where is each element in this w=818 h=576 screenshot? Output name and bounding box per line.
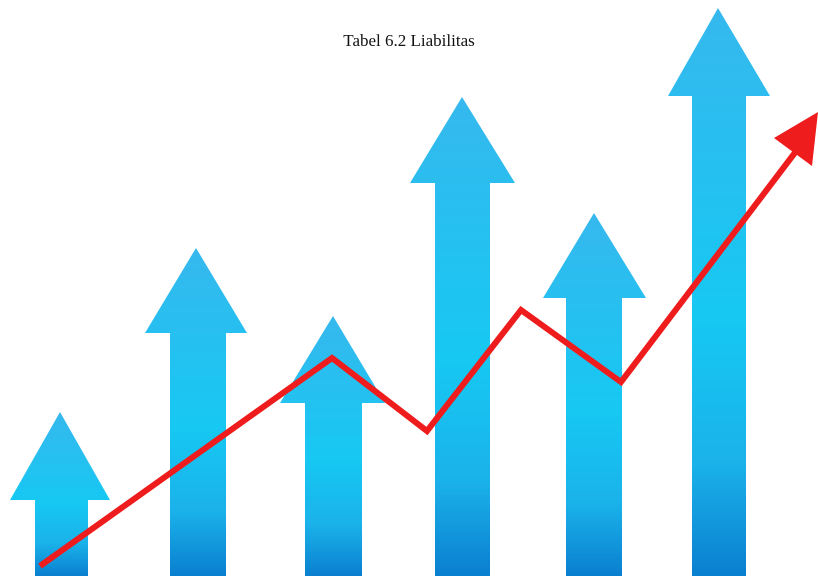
arrow: [668, 8, 770, 576]
title: Tabel 6.2 Liabilitas: [343, 31, 474, 50]
arrow: [410, 97, 515, 576]
arrow: [145, 248, 247, 576]
arrow: [543, 213, 646, 576]
trend-arrowhead: [774, 112, 818, 166]
trend-line: [38, 144, 803, 569]
arrows: [10, 8, 770, 576]
